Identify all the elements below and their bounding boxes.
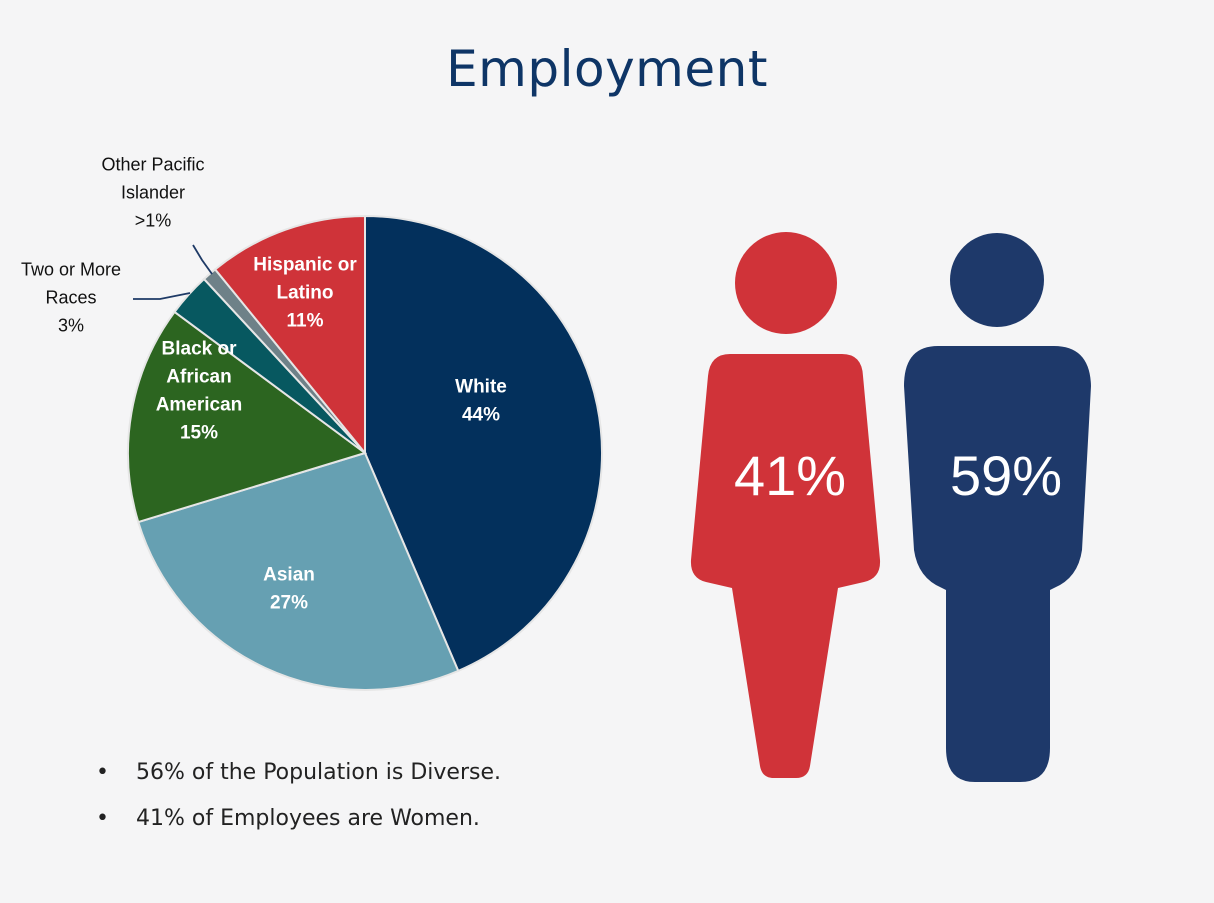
page-title: Employment: [446, 40, 768, 98]
summary-bullet-item: • 56% of the Population is Diverse.: [96, 757, 656, 803]
pie-slice-hispanic-or-latino: [213, 214, 366, 456]
pie-slices: [127, 214, 603, 691]
pie-label-white: White 44%: [455, 377, 507, 426]
pie-labels: White 44% Asian 27% Black or African American 1…: [21, 150, 507, 614]
man-figure: 59%: [904, 233, 1091, 782]
person-body: [904, 346, 1091, 782]
woman-figure: 41%: [690, 232, 881, 778]
bullet-dot: •: [96, 806, 109, 831]
pie-label-two-or-more-races: Two or More Races 3%: [21, 259, 121, 335]
person-body: [690, 354, 881, 778]
pie-label-black-or-african-american: Black or African American 15%: [156, 339, 243, 444]
pie-label-asian: Asian 27%: [263, 565, 315, 614]
man-percent-label: 59%: [950, 444, 1062, 507]
summary-bullet-item: • 41% of Employees are Women.: [96, 803, 656, 849]
leader-line: [133, 292, 191, 300]
pie-label-native-hawaiian-or-other-pacific-islander: Native Hawaiian orOther PacificIslander>…: [77, 150, 228, 230]
pie-slice-white: [364, 214, 603, 673]
gender-pictograph: 41% 59%: [690, 232, 1091, 782]
leader-line: [192, 244, 213, 275]
woman-percent-label: 41%: [734, 444, 846, 507]
bullet-dot: •: [96, 760, 109, 785]
pie-slice-asian: [137, 451, 460, 691]
pie-label-hispanic-or-latino: Hispanic or Latino 11%: [253, 255, 357, 332]
pie-slice-black-or-african-american: [127, 310, 368, 524]
person-head: [735, 232, 837, 334]
ethnicity-pie-chart: White 44% Asian 27% Black or African American 1…: [21, 150, 603, 691]
summary-bullet-list: • 56% of the Population is Diverse. • 41…: [96, 757, 656, 849]
summary-bullet-text: 41% of Employees are Women.: [136, 806, 480, 831]
summary-bullet-text: 56% of the Population is Diverse.: [136, 760, 501, 785]
person-head: [950, 233, 1044, 327]
